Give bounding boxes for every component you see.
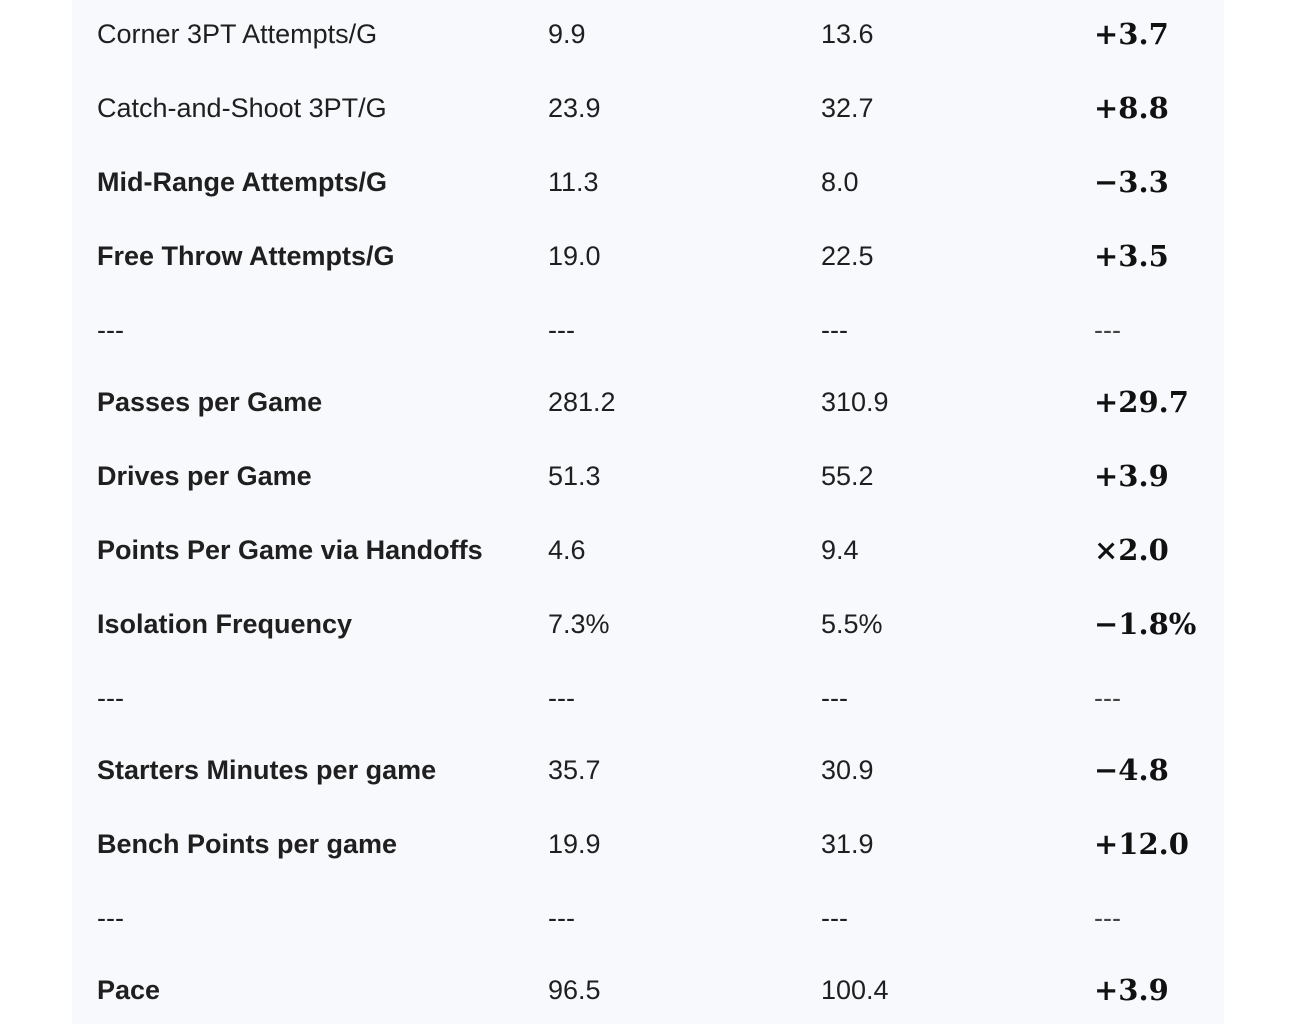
metric-label: Mid-Range Attempts/G: [97, 167, 387, 197]
metric-label: Bench Points per game: [97, 829, 398, 859]
metric-label: Points Per Game via Handoffs: [97, 535, 483, 565]
metric-label: Pace: [97, 975, 161, 1005]
after-value: 30.9: [821, 755, 874, 785]
separator-row: --- --- --- ---: [72, 888, 1224, 948]
metric-label: Corner 3PT Attempts/G: [97, 19, 378, 49]
separator-dashes: ---: [1094, 683, 1121, 713]
separator-dashes: ---: [548, 683, 575, 713]
stats-table: Corner 3PT Attempts/G 9.9 13.6 +3.7 Catc…: [72, 0, 1224, 1024]
before-value: 19.9: [548, 829, 601, 859]
separator-dashes: ---: [821, 903, 848, 933]
before-value: 96.5: [548, 975, 601, 1005]
separator-dashes: ---: [97, 903, 124, 933]
change-value: +8.8: [1094, 91, 1169, 125]
separator-dashes: ---: [548, 315, 575, 345]
separator-dashes: ---: [97, 683, 124, 713]
separator-row: --- --- --- ---: [72, 300, 1224, 360]
table-row: Drives per Game 51.3 55.2 +3.9: [72, 446, 1224, 506]
after-value: 5.5%: [821, 609, 883, 639]
metric-label: Starters Minutes per game: [97, 755, 437, 785]
change-value: −1.8%: [1094, 607, 1197, 641]
separator-dashes: ---: [97, 315, 124, 345]
before-value: 23.9: [548, 93, 601, 123]
before-value: 19.0: [548, 241, 601, 271]
metric-label: Drives per Game: [97, 461, 312, 491]
table-row: Points Per Game via Handoffs 4.6 9.4 ×2.…: [72, 520, 1224, 580]
separator-dashes: ---: [548, 903, 575, 933]
before-value: 281.2: [548, 387, 616, 417]
metric-label: Isolation Frequency: [97, 609, 353, 639]
before-value: 7.3%: [548, 609, 610, 639]
change-value: ×2.0: [1094, 533, 1169, 567]
table-row: Catch-and-Shoot 3PT/G 23.9 32.7 +8.8: [72, 78, 1224, 138]
metric-label: Free Throw Attempts/G: [97, 241, 395, 271]
change-value: +3.9: [1094, 459, 1169, 493]
table-row: Free Throw Attempts/G 19.0 22.5 +3.5: [72, 226, 1224, 286]
before-value: 11.3: [548, 167, 599, 197]
table-row: Pace 96.5 100.4 +3.9: [72, 960, 1224, 1020]
before-value: 51.3: [548, 461, 601, 491]
table-row: Starters Minutes per game 35.7 30.9 −4.8: [72, 740, 1224, 800]
after-value: 55.2: [821, 461, 874, 491]
after-value: 32.7: [821, 93, 874, 123]
change-value: −4.8: [1094, 753, 1169, 787]
change-value: +3.7: [1094, 17, 1169, 51]
after-value: 31.9: [821, 829, 874, 859]
change-value: −3.3: [1094, 165, 1169, 199]
table-row: Isolation Frequency 7.3% 5.5% −1.8%: [72, 594, 1224, 654]
table-row: Passes per Game 281.2 310.9 +29.7: [72, 372, 1224, 432]
after-value: 100.4: [821, 975, 889, 1005]
after-value: 8.0: [821, 167, 859, 197]
metric-label: Catch-and-Shoot 3PT/G: [97, 93, 387, 123]
separator-dashes: ---: [1094, 903, 1121, 933]
metric-label: Passes per Game: [97, 387, 323, 417]
after-value: 9.4: [821, 535, 859, 565]
table-row: Bench Points per game 19.9 31.9 +12.0: [72, 814, 1224, 874]
change-value: +3.9: [1094, 973, 1169, 1007]
change-value: +3.5: [1094, 239, 1169, 273]
separator-dashes: ---: [821, 315, 848, 345]
after-value: 310.9: [821, 387, 889, 417]
before-value: 9.9: [548, 19, 586, 49]
separator-dashes: ---: [1094, 315, 1121, 345]
separator-dashes: ---: [821, 683, 848, 713]
table-row: Corner 3PT Attempts/G 9.9 13.6 +3.7: [72, 4, 1224, 64]
after-value: 13.6: [821, 19, 874, 49]
separator-row: --- --- --- ---: [72, 668, 1224, 728]
after-value: 22.5: [821, 241, 874, 271]
before-value: 4.6: [548, 535, 586, 565]
change-value: +29.7: [1094, 385, 1189, 419]
change-value: +12.0: [1094, 827, 1189, 861]
before-value: 35.7: [548, 755, 601, 785]
table-row: Mid-Range Attempts/G 11.3 8.0 −3.3: [72, 152, 1224, 212]
